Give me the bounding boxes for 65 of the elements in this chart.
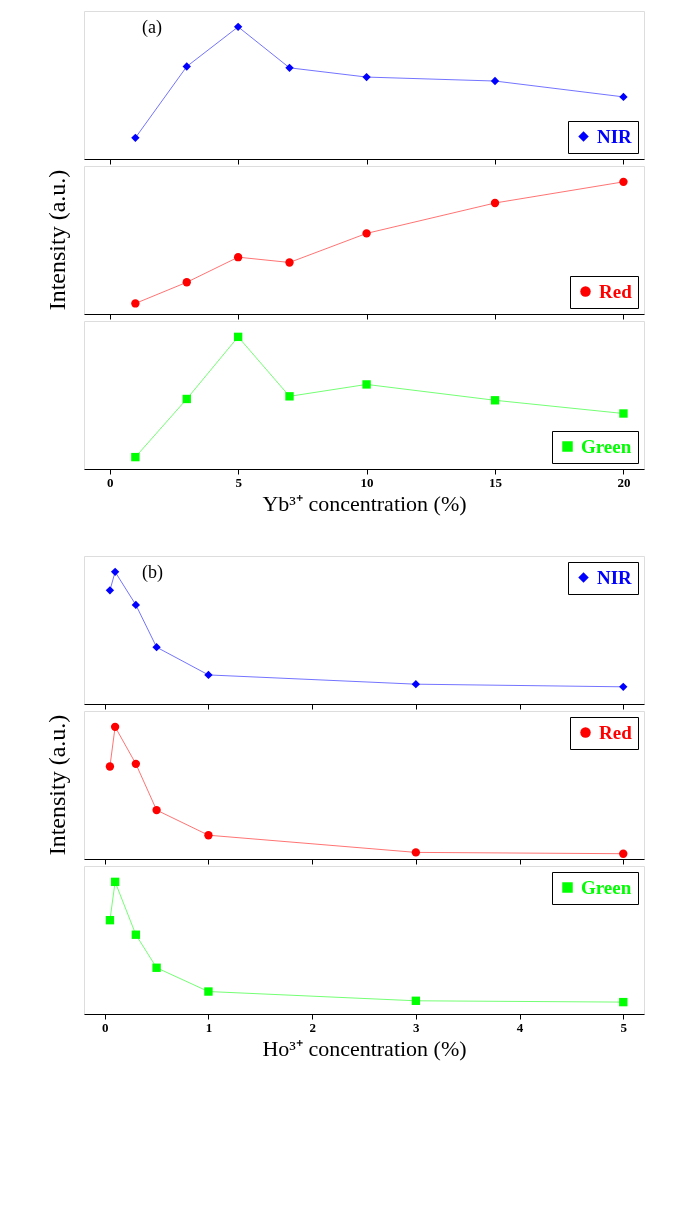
- point: [619, 92, 628, 102]
- point: [110, 722, 120, 732]
- legend-label: Red: [599, 280, 633, 302]
- legend-label: NIR: [597, 566, 633, 588]
- point: [362, 229, 371, 238]
- point: [131, 452, 140, 462]
- point: [490, 198, 500, 208]
- annotation: (a): [142, 17, 162, 38]
- point: [619, 849, 628, 858]
- point: [182, 62, 191, 71]
- point: [411, 996, 421, 1005]
- point: [411, 848, 421, 857]
- point: [152, 963, 161, 972]
- point: [490, 396, 500, 405]
- legend-label: NIR: [597, 125, 633, 147]
- x-tick-label: 10: [360, 474, 374, 490]
- annotation: (b): [142, 562, 163, 583]
- x-tick-label: 3: [413, 1019, 421, 1035]
- x-axis-title: Ho³⁺ concentration (%): [262, 1035, 467, 1061]
- point: [204, 831, 213, 840]
- point: [110, 567, 120, 577]
- point: [105, 762, 115, 771]
- point: [131, 299, 140, 308]
- x-axis-title: Yb³⁺ concentration (%): [262, 490, 467, 516]
- x-tick-label: 1: [205, 1019, 213, 1035]
- point: [182, 394, 191, 404]
- legend-label: Green: [581, 876, 632, 898]
- point: [411, 680, 421, 689]
- point: [233, 22, 243, 32]
- point: [362, 72, 371, 82]
- x-tick-label: 5: [235, 474, 243, 490]
- point: [362, 380, 371, 389]
- point: [285, 392, 294, 401]
- y-axis-title: Intensity (a.u.): [44, 714, 70, 856]
- point: [131, 133, 140, 143]
- x-tick-label: 2: [309, 1019, 316, 1035]
- point: [619, 177, 628, 187]
- x-tick-label: 15: [489, 474, 503, 490]
- x-tick-label: 5: [620, 1019, 628, 1035]
- point: [204, 987, 213, 996]
- point: [285, 258, 294, 267]
- point: [619, 409, 628, 418]
- point: [131, 759, 141, 769]
- point: [285, 63, 294, 72]
- point: [204, 670, 213, 680]
- point: [619, 997, 628, 1007]
- point: [152, 643, 161, 652]
- point: [152, 805, 161, 815]
- point: [182, 278, 191, 287]
- point: [490, 76, 500, 86]
- point: [131, 600, 141, 610]
- x-tick-label: 0: [106, 474, 114, 490]
- point: [105, 916, 115, 925]
- point: [233, 253, 243, 262]
- legend-label: Green: [581, 435, 632, 457]
- y-axis-title: Intensity (a.u.): [44, 169, 70, 311]
- point: [619, 682, 628, 691]
- point: [110, 877, 120, 887]
- x-tick-label: 0: [101, 1019, 109, 1035]
- x-tick-label: 20: [617, 474, 631, 490]
- legend-label: Red: [599, 721, 633, 743]
- point: [131, 930, 141, 939]
- point: [105, 586, 115, 595]
- point: [233, 332, 243, 342]
- x-tick-label: 4: [516, 1019, 524, 1035]
